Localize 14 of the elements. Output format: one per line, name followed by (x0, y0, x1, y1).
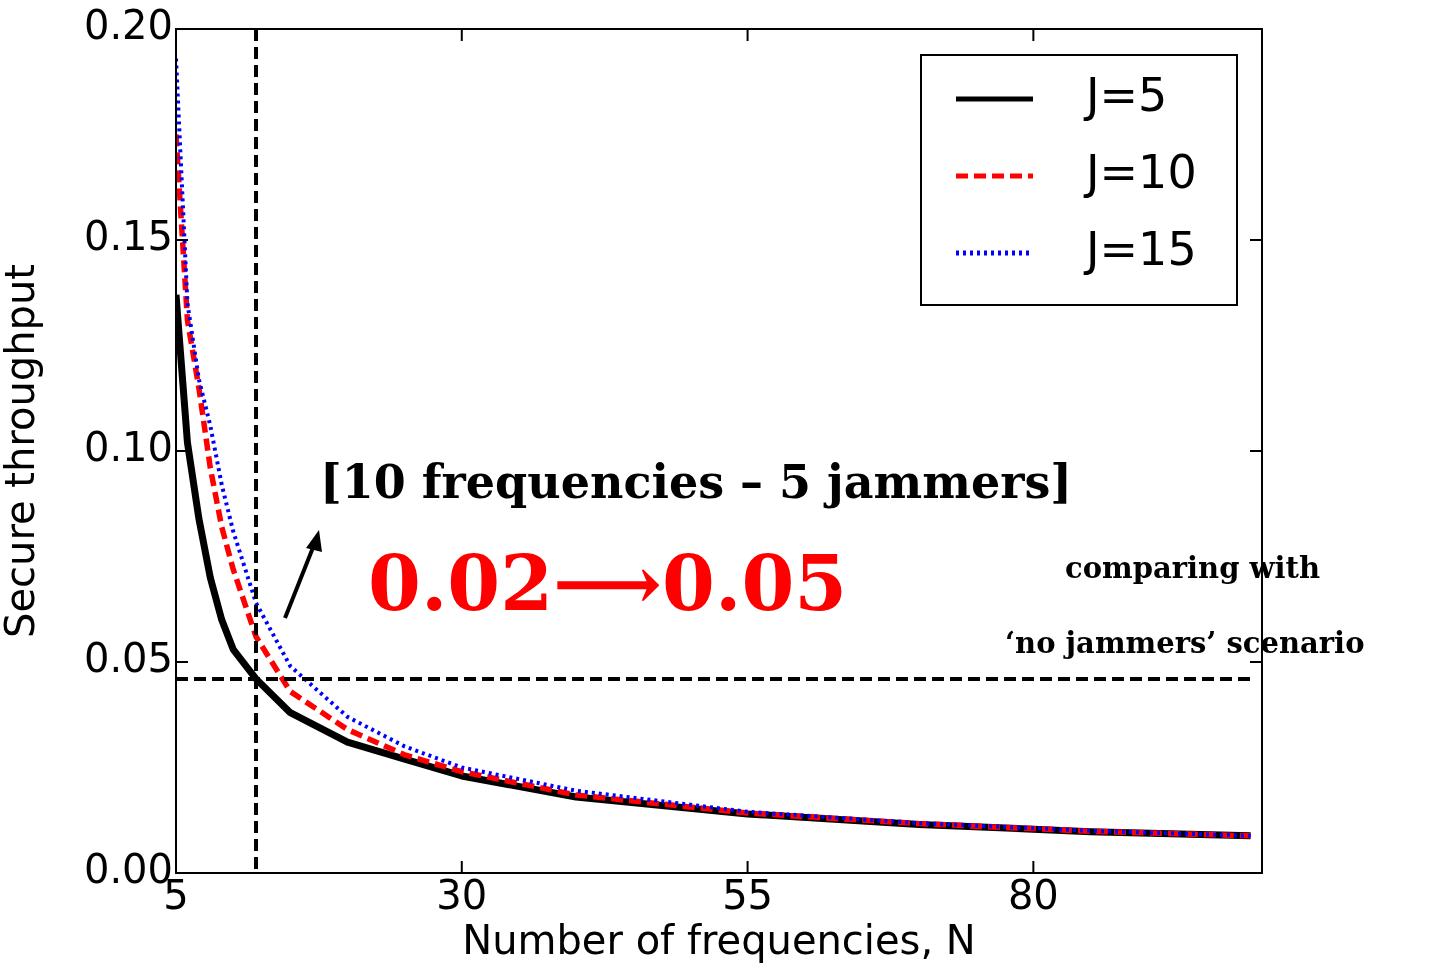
x-tick-label: 30 (436, 872, 488, 919)
y-tick-label: 0.05 (83, 635, 173, 682)
annotation: 0.02⟶0.05 (368, 539, 848, 628)
y-tick-label: 0.15 (83, 213, 173, 260)
x-tick-label: 55 (722, 872, 774, 919)
annotation: [10 frequencies – 5 jammers] (320, 455, 1073, 509)
y-axis-title: Secure throughput (0, 264, 44, 638)
y-tick-label: 0.20 (83, 2, 173, 49)
legend-label: J=15 (1083, 221, 1197, 276)
x-tick-label: 80 (1007, 872, 1059, 919)
x-axis-title: Number of frequencies, N (462, 917, 976, 964)
legend-label: J=10 (1083, 144, 1197, 199)
y-tick-label: 0.10 (83, 424, 173, 471)
legend-label: J=5 (1083, 67, 1168, 122)
